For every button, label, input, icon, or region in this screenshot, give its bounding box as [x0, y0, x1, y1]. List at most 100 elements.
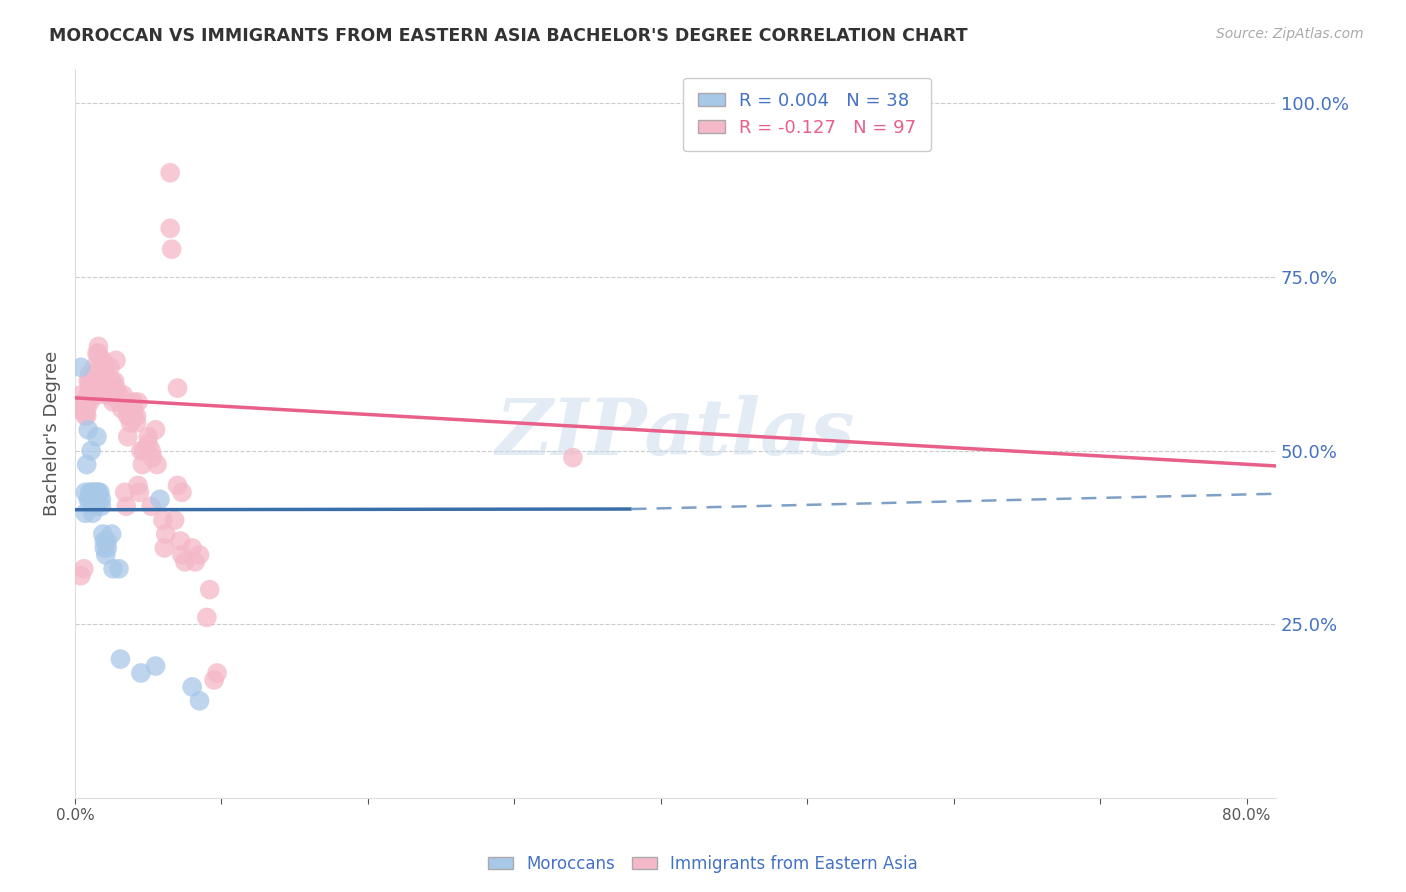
Legend: R = 0.004   N = 38, R = -0.127   N = 97: R = 0.004 N = 38, R = -0.127 N = 97 [683, 78, 931, 152]
Point [76, 409, 98, 423]
Point [79, 374, 101, 388]
Point [70, 360, 93, 375]
Point [142, 450, 165, 465]
Point [173, 555, 195, 569]
Point [82, 506, 104, 520]
Point [79, 492, 101, 507]
Point [80, 443, 103, 458]
Point [97, 388, 120, 402]
Point [90, 492, 112, 507]
Text: Source: ZipAtlas.com: Source: ZipAtlas.com [1216, 27, 1364, 41]
Point [131, 458, 153, 472]
Point [84, 500, 107, 514]
Point [117, 409, 139, 423]
Point [188, 548, 211, 562]
Point [96, 541, 118, 555]
Point [108, 395, 131, 409]
Point [146, 458, 169, 472]
Point [93, 533, 115, 548]
Point [73, 395, 96, 409]
Point [141, 500, 163, 514]
Point [79, 381, 101, 395]
Point [83, 368, 105, 382]
Point [87, 339, 110, 353]
Point [188, 694, 211, 708]
Point [125, 409, 148, 423]
Point [73, 401, 96, 416]
Point [96, 381, 118, 395]
Point [111, 401, 134, 416]
Y-axis label: Bachelor's Degree: Bachelor's Degree [44, 351, 60, 516]
Point [75, 485, 97, 500]
Point [136, 430, 159, 444]
Point [93, 541, 115, 555]
Point [152, 513, 174, 527]
Point [132, 443, 155, 458]
Point [101, 395, 124, 409]
Point [83, 360, 105, 375]
Point [105, 381, 128, 395]
Point [100, 374, 122, 388]
Point [84, 368, 107, 382]
Point [80, 381, 103, 395]
Point [145, 423, 167, 437]
Point [159, 221, 181, 235]
Point [87, 492, 110, 507]
Point [77, 492, 100, 507]
Point [96, 533, 118, 548]
Point [73, 562, 96, 576]
Point [149, 492, 172, 507]
Point [89, 485, 111, 500]
Point [169, 533, 191, 548]
Point [75, 395, 97, 409]
Point [79, 368, 101, 382]
Point [166, 381, 188, 395]
Point [170, 485, 193, 500]
Point [83, 485, 105, 500]
Point [86, 346, 108, 360]
Point [70, 568, 93, 582]
Point [163, 513, 186, 527]
Point [122, 409, 145, 423]
Point [89, 374, 111, 388]
Point [98, 360, 121, 375]
Point [86, 485, 108, 500]
Point [108, 562, 131, 576]
Point [181, 541, 204, 555]
Point [118, 409, 141, 423]
Point [145, 659, 167, 673]
Point [114, 485, 136, 500]
Point [103, 374, 125, 388]
Point [100, 527, 122, 541]
Point [93, 360, 115, 375]
Point [127, 478, 149, 492]
Point [77, 423, 100, 437]
Point [108, 388, 131, 402]
Text: MOROCCAN VS IMMIGRANTS FROM EASTERN ASIA BACHELOR'S DEGREE CORRELATION CHART: MOROCCAN VS IMMIGRANTS FROM EASTERN ASIA… [49, 27, 967, 45]
Point [72, 401, 94, 416]
Point [125, 416, 148, 430]
Legend: Moroccans, Immigrants from Eastern Asia: Moroccans, Immigrants from Eastern Asia [481, 848, 925, 880]
Point [94, 548, 117, 562]
Point [79, 395, 101, 409]
Point [202, 673, 225, 687]
Point [166, 478, 188, 492]
Point [83, 492, 105, 507]
Point [76, 458, 98, 472]
Point [96, 388, 118, 402]
Point [128, 485, 150, 500]
Text: ZIPatlas: ZIPatlas [496, 395, 855, 472]
Point [160, 242, 183, 256]
Point [122, 401, 145, 416]
Point [129, 443, 152, 458]
Point [153, 541, 176, 555]
Point [77, 388, 100, 402]
Point [87, 485, 110, 500]
Point [112, 388, 135, 402]
Point [136, 436, 159, 450]
Point [67, 401, 90, 416]
Point [115, 500, 138, 514]
Point [117, 430, 139, 444]
Point [127, 395, 149, 409]
Point [110, 652, 132, 666]
